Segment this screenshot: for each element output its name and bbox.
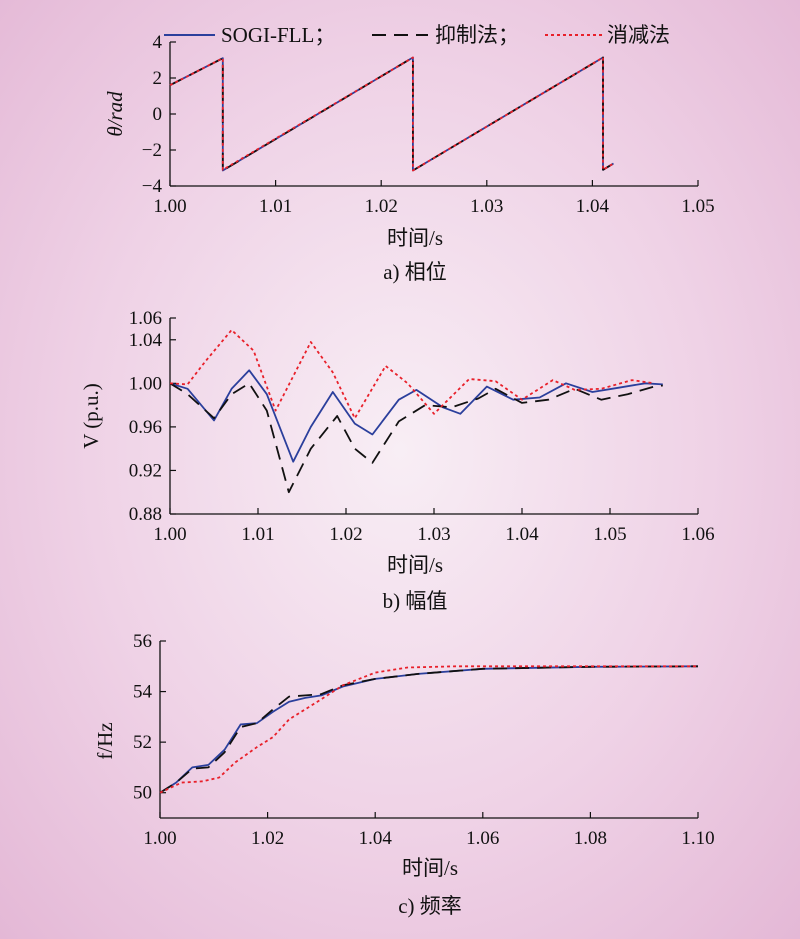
series-line-frequency bbox=[159, 665, 698, 794]
x-tick-label: 1.02 bbox=[365, 196, 398, 217]
legend-label-sogi: SOGI-FLL； bbox=[221, 23, 335, 47]
x-tick-label: 1.02 bbox=[251, 828, 284, 849]
x-axis-label-frequency: 时间/s bbox=[402, 856, 458, 880]
plot-area-frequency: 1.00 1.02 1.04 1.06 1.08 1.10 50 52 54 56 bbox=[133, 631, 715, 849]
series-line-amplitude bbox=[169, 369, 663, 463]
y-tick-label: 1.04 bbox=[129, 330, 163, 351]
series-line-phase bbox=[169, 56, 614, 172]
chart-amplitude: 1.00 1.01 1.02 1.03 1.04 1.05 1.06 0.88 0.92 0.96… bbox=[79, 308, 715, 613]
x-tick-label: 1.02 bbox=[329, 524, 362, 545]
caption-frequency: c) 频率 bbox=[398, 894, 462, 918]
caption-phase: a) 相位 bbox=[383, 260, 447, 284]
y-tick-label: 0.88 bbox=[129, 504, 162, 525]
y-tick-label: 0.96 bbox=[129, 417, 162, 438]
legend: SOGI-FLL； 抑制法； 消减法 bbox=[164, 23, 670, 47]
series-line-frequency bbox=[159, 665, 699, 794]
caption-amplitude: b) 幅值 bbox=[383, 589, 448, 613]
chart-frequency: 1.00 1.02 1.04 1.06 1.08 1.10 50 52 54 56 时间/s f/… bbox=[93, 631, 715, 918]
chart-phase: 1.00 1.01 1.02 1.03 1.04 1.05 −4 −2 0 2 4 时间/s θ/r… bbox=[103, 32, 715, 284]
x-tick-label: 1.06 bbox=[681, 524, 714, 545]
y-tick-label: 56 bbox=[133, 631, 152, 652]
x-tick-label: 1.04 bbox=[359, 828, 393, 849]
x-tick-label: 1.05 bbox=[681, 196, 714, 217]
plot-area-amplitude: 1.00 1.01 1.02 1.03 1.04 1.05 1.06 0.88 0.92 0.96… bbox=[129, 308, 715, 545]
legend-label-suppress: 抑制法； bbox=[435, 23, 519, 47]
x-tick-label: 1.00 bbox=[143, 828, 176, 849]
x-tick-label: 1.05 bbox=[593, 524, 626, 545]
x-tick-label: 1.06 bbox=[466, 828, 499, 849]
x-tick-label: 1.08 bbox=[574, 828, 607, 849]
y-axis-label-frequency: f/Hz bbox=[93, 722, 117, 759]
y-axis-label-amplitude: V (p.u.) bbox=[79, 383, 103, 449]
series-line-frequency bbox=[159, 665, 699, 794]
y-tick-label: 1.06 bbox=[129, 308, 162, 329]
x-tick-label: 1.10 bbox=[681, 828, 714, 849]
y-tick-label: 0 bbox=[153, 104, 163, 125]
x-tick-label: 1.01 bbox=[241, 524, 274, 545]
series-line-amplitude bbox=[169, 329, 655, 420]
x-tick-label: 1.03 bbox=[417, 524, 450, 545]
y-tick-label: 0.92 bbox=[129, 460, 162, 481]
x-axis-label-amplitude: 时间/s bbox=[387, 553, 443, 577]
y-axis-label-phase: θ/rad bbox=[103, 91, 127, 137]
y-tick-label: −4 bbox=[142, 176, 163, 197]
x-tick-label: 1.00 bbox=[153, 196, 186, 217]
legend-label-reduce: 消减法 bbox=[607, 23, 670, 47]
y-tick-label: 50 bbox=[133, 783, 152, 804]
x-tick-label: 1.04 bbox=[576, 196, 610, 217]
y-tick-label: 52 bbox=[133, 732, 152, 753]
series-line-amplitude bbox=[169, 382, 663, 494]
plot-area-phase: 1.00 1.01 1.02 1.03 1.04 1.05 −4 −2 0 2 4 bbox=[142, 32, 715, 217]
x-tick-label: 1.03 bbox=[470, 196, 503, 217]
series-line-phase bbox=[169, 56, 614, 172]
x-axis-label-phase: 时间/s bbox=[387, 226, 443, 250]
y-tick-label: −2 bbox=[142, 140, 162, 161]
y-tick-label: 54 bbox=[133, 682, 153, 703]
x-tick-label: 1.01 bbox=[259, 196, 292, 217]
series-line-phase bbox=[169, 56, 614, 172]
x-tick-label: 1.00 bbox=[153, 524, 186, 545]
y-tick-label: 4 bbox=[153, 32, 163, 53]
y-tick-label: 2 bbox=[153, 68, 163, 89]
y-tick-label: 1.00 bbox=[129, 373, 162, 394]
x-tick-label: 1.04 bbox=[505, 524, 539, 545]
